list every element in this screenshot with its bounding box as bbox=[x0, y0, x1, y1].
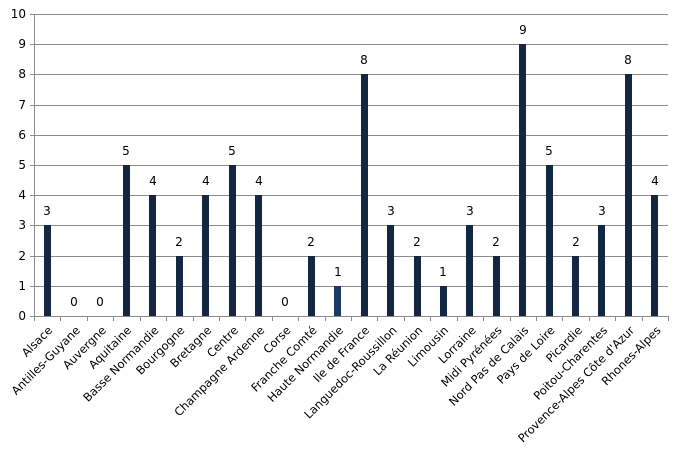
gridline bbox=[30, 44, 668, 45]
bar bbox=[361, 74, 368, 316]
y-tick-label: 6 bbox=[18, 128, 26, 142]
bar bbox=[308, 256, 315, 316]
data-label: 0 bbox=[96, 295, 104, 309]
x-tick bbox=[589, 316, 590, 321]
x-tick bbox=[642, 316, 643, 321]
x-tick bbox=[113, 316, 114, 321]
y-tick-label: 5 bbox=[18, 158, 26, 172]
gridline bbox=[30, 105, 668, 106]
x-tick bbox=[562, 316, 563, 321]
y-tick-label: 4 bbox=[18, 188, 26, 202]
x-tick bbox=[166, 316, 167, 321]
data-label: 5 bbox=[545, 144, 553, 158]
y-tick-label: 1 bbox=[18, 279, 26, 293]
y-tick-label: 0 bbox=[18, 309, 26, 323]
bar bbox=[625, 74, 632, 316]
bar bbox=[229, 165, 236, 316]
bar bbox=[44, 225, 51, 316]
data-label: 8 bbox=[360, 53, 368, 67]
bar bbox=[387, 225, 394, 316]
data-label: 1 bbox=[439, 265, 447, 279]
gridline bbox=[30, 256, 668, 257]
x-tick bbox=[34, 316, 35, 321]
bar bbox=[546, 165, 553, 316]
x-tick bbox=[245, 316, 246, 321]
gridline bbox=[30, 225, 668, 226]
bar bbox=[519, 44, 526, 316]
data-label: 5 bbox=[228, 144, 236, 158]
data-label: 2 bbox=[175, 235, 183, 249]
bar bbox=[572, 256, 579, 316]
data-label: 4 bbox=[255, 174, 263, 188]
x-tick bbox=[457, 316, 458, 321]
gridline bbox=[30, 14, 668, 15]
x-tick bbox=[404, 316, 405, 321]
y-tick-label: 9 bbox=[18, 37, 26, 51]
data-label: 2 bbox=[413, 235, 421, 249]
x-tick bbox=[87, 316, 88, 321]
bar bbox=[202, 195, 209, 316]
x-tick bbox=[219, 316, 220, 321]
data-label: 9 bbox=[519, 23, 527, 37]
data-label: 3 bbox=[466, 204, 474, 218]
gridline bbox=[30, 195, 668, 196]
bar bbox=[255, 195, 262, 316]
bar bbox=[440, 286, 447, 316]
x-tick bbox=[351, 316, 352, 321]
x-tick bbox=[60, 316, 61, 321]
bar bbox=[493, 256, 500, 316]
y-tick-label: 10 bbox=[10, 7, 26, 21]
x-tick bbox=[140, 316, 141, 321]
x-tick bbox=[483, 316, 484, 321]
gridline bbox=[30, 316, 668, 317]
bar bbox=[414, 256, 421, 316]
data-label: 1 bbox=[334, 265, 342, 279]
bar bbox=[466, 225, 473, 316]
data-label: 2 bbox=[572, 235, 580, 249]
data-label: 0 bbox=[281, 295, 289, 309]
x-tick bbox=[430, 316, 431, 321]
gridline bbox=[30, 74, 668, 75]
bar bbox=[651, 195, 658, 316]
data-label: 2 bbox=[307, 235, 315, 249]
data-label: 3 bbox=[43, 204, 51, 218]
data-label: 5 bbox=[122, 144, 130, 158]
gridline bbox=[30, 165, 668, 166]
y-tick-label: 8 bbox=[18, 67, 26, 81]
bar bbox=[123, 165, 130, 316]
data-label: 2 bbox=[492, 235, 500, 249]
data-label: 0 bbox=[70, 295, 78, 309]
data-label: 4 bbox=[202, 174, 210, 188]
y-axis-line bbox=[34, 14, 35, 316]
data-label: 3 bbox=[598, 204, 606, 218]
gridline bbox=[30, 135, 668, 136]
bar bbox=[176, 256, 183, 316]
x-tick bbox=[272, 316, 273, 321]
x-tick bbox=[298, 316, 299, 321]
x-tick bbox=[325, 316, 326, 321]
y-tick-label: 7 bbox=[18, 98, 26, 112]
y-tick-label: 2 bbox=[18, 249, 26, 263]
gridline bbox=[30, 286, 668, 287]
y-tick-label: 3 bbox=[18, 218, 26, 232]
x-tick bbox=[377, 316, 378, 321]
x-tick bbox=[510, 316, 511, 321]
data-label: 3 bbox=[387, 204, 395, 218]
data-label: 8 bbox=[624, 53, 632, 67]
x-tick bbox=[668, 316, 669, 321]
x-tick bbox=[536, 316, 537, 321]
data-label: 4 bbox=[651, 174, 659, 188]
x-tick bbox=[615, 316, 616, 321]
x-tick bbox=[193, 316, 194, 321]
data-label: 4 bbox=[149, 174, 157, 188]
bar bbox=[334, 286, 341, 316]
bar bbox=[598, 225, 605, 316]
bar bbox=[149, 195, 156, 316]
